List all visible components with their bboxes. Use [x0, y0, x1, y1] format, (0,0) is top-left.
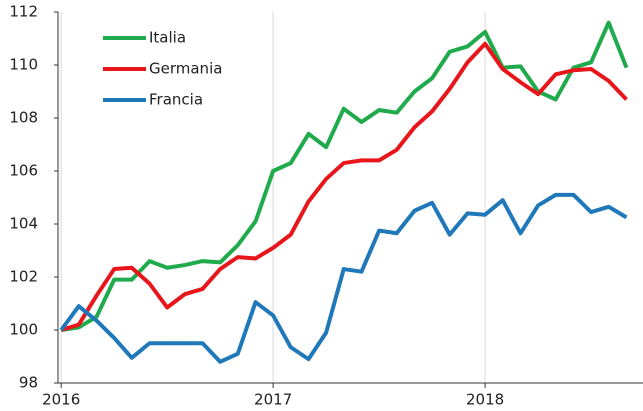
y-tick-label: 108: [9, 109, 38, 127]
legend-label: Francia: [149, 91, 203, 109]
line-series: [59, 192, 628, 364]
y-tick-label: 112: [9, 3, 38, 21]
legend-label: Germania: [149, 60, 222, 78]
y-tick-label: 106: [9, 162, 38, 180]
x-tick-label: 2016: [42, 391, 80, 409]
y-tick-label: 100: [9, 321, 38, 339]
y-tick-label: 102: [9, 268, 38, 286]
x-tick-label: 2018: [466, 391, 504, 409]
x-tick-label: 2017: [254, 391, 292, 409]
line-series: [60, 20, 629, 332]
y-tick-label: 104: [9, 215, 38, 233]
line-series: [60, 41, 628, 332]
y-tick-label: 98: [19, 374, 38, 392]
legend-label: Italia: [149, 29, 186, 47]
y-tick-label: 110: [9, 56, 38, 74]
